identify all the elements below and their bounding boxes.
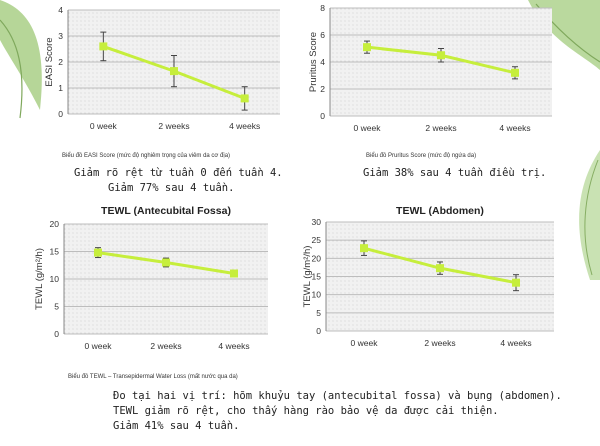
y-tick-label-0: 0 bbox=[316, 326, 321, 336]
y-axis-label: EASI Score bbox=[44, 37, 55, 86]
tewl-note-line-3: Giảm 41% sau 4 tuần. bbox=[113, 420, 240, 432]
y-axis-label: TEWL (g/m²/h) bbox=[302, 246, 313, 308]
x-tick-label-4-weeks: 4 weeks bbox=[218, 341, 249, 351]
y-tick-label-10: 10 bbox=[50, 274, 60, 284]
data-point-0 bbox=[363, 43, 371, 52]
easi-caption: Biểu đồ EASI Score (mức độ nghiêm trọng … bbox=[62, 153, 231, 159]
data-point-0 bbox=[94, 248, 102, 257]
y-tick-label-2: 2 bbox=[58, 57, 63, 67]
leaf-decoration-left-icon bbox=[0, 0, 42, 119]
data-point-2 bbox=[240, 94, 249, 103]
y-tick-label-30: 30 bbox=[312, 217, 322, 227]
x-tick-label-0-week: 0 week bbox=[354, 123, 382, 133]
data-point-1 bbox=[437, 51, 445, 60]
tewl-note-line-1: Đo tại hai vị trí: hõm khuỷu tay (antecu… bbox=[113, 390, 562, 402]
data-point-1 bbox=[170, 67, 178, 76]
x-tick-label-2-weeks: 2 weeks bbox=[150, 341, 181, 351]
y-tick-label-0: 0 bbox=[54, 329, 59, 339]
tewl-note-line-2: TEWL giảm rõ rệt, cho thấy hàng rào bảo … bbox=[113, 405, 499, 417]
data-point-2 bbox=[511, 68, 519, 77]
x-tick-label-4-weeks: 4 weeks bbox=[499, 123, 530, 133]
pruritus-caption: Biểu đồ Pruritus Score (mức độ ngứa da) bbox=[366, 153, 477, 159]
data-point-2 bbox=[512, 278, 520, 287]
data-point-1 bbox=[162, 258, 170, 267]
y-tick-label-25: 25 bbox=[312, 235, 322, 245]
y-tick-label-1: 1 bbox=[58, 83, 63, 93]
y-tick-label-2: 2 bbox=[320, 84, 325, 94]
tewl-antecubital-chart: 0 5 10 15 20 TEWL (Antecubital Fossa) TEWL (g/… bbox=[34, 205, 268, 351]
y-tick-label-6: 6 bbox=[320, 30, 325, 40]
chart-title: TEWL (Antecubital Fossa) bbox=[101, 205, 231, 217]
y-tick-label-5: 5 bbox=[54, 302, 59, 312]
y-axis-label: TEWL (g/m²/h) bbox=[34, 248, 45, 310]
data-point-1 bbox=[436, 264, 444, 273]
chart-title: TEWL (Abdomen) bbox=[396, 205, 484, 217]
x-tick-label-0-week: 0 week bbox=[85, 341, 113, 351]
x-tick-label-2-weeks: 2 weeks bbox=[424, 338, 455, 348]
y-axis-label: Pruritus Score bbox=[308, 32, 319, 92]
tewl-caption: Biểu đồ TEWL – Transepidermal Water Loss… bbox=[68, 374, 238, 380]
y-tick-label-10: 10 bbox=[312, 290, 322, 300]
x-tick-label-0-week: 0 week bbox=[351, 338, 379, 348]
data-point-2 bbox=[230, 269, 238, 278]
x-tick-label-4-weeks: 4 weeks bbox=[229, 121, 260, 131]
y-tick-label-8: 8 bbox=[320, 3, 325, 13]
y-tick-label-20: 20 bbox=[50, 219, 60, 229]
x-tick-label-2-weeks: 2 weeks bbox=[425, 123, 456, 133]
pruritus-note-line-1: Giảm 38% sau 4 tuần điều trị. bbox=[363, 167, 547, 179]
data-point-0 bbox=[99, 42, 108, 51]
pruritus-chart: 0 2 4 6 8 Pruritus Score 0 week 2 weeks 4 weeks bbox=[308, 3, 552, 133]
x-tick-label-4-weeks: 4 weeks bbox=[500, 338, 531, 348]
y-tick-label-0: 0 bbox=[58, 109, 63, 119]
y-tick-label-4: 4 bbox=[320, 57, 325, 67]
leaf-decoration-right-lower-icon bbox=[579, 150, 600, 280]
y-tick-label-3: 3 bbox=[58, 31, 63, 41]
easi-note-line-2: Giảm 77% sau 4 tuần. bbox=[108, 182, 235, 194]
x-tick-label-2-weeks: 2 weeks bbox=[158, 121, 189, 131]
y-tick-label-5: 5 bbox=[316, 308, 321, 318]
y-tick-label-15: 15 bbox=[50, 247, 60, 257]
y-tick-label-20: 20 bbox=[312, 253, 322, 263]
y-tick-label-0: 0 bbox=[320, 111, 325, 121]
y-tick-label-4: 4 bbox=[58, 5, 63, 15]
x-tick-label-0-week: 0 week bbox=[90, 121, 118, 131]
easi-note-line-1: Giảm rõ rệt từ tuần 0 đến tuần 4. bbox=[74, 167, 283, 179]
data-point-0 bbox=[360, 244, 368, 253]
y-tick-label-15: 15 bbox=[312, 272, 322, 282]
easi-chart: 0 1 2 3 4 EASI Score 0 week 2 weeks 4 weeks bbox=[44, 5, 280, 131]
tewl-abdomen-chart: 0 5 10 15 20 25 30 TEWL (Abdomen) TEWL (g/m²/h) 0… bbox=[302, 205, 554, 348]
